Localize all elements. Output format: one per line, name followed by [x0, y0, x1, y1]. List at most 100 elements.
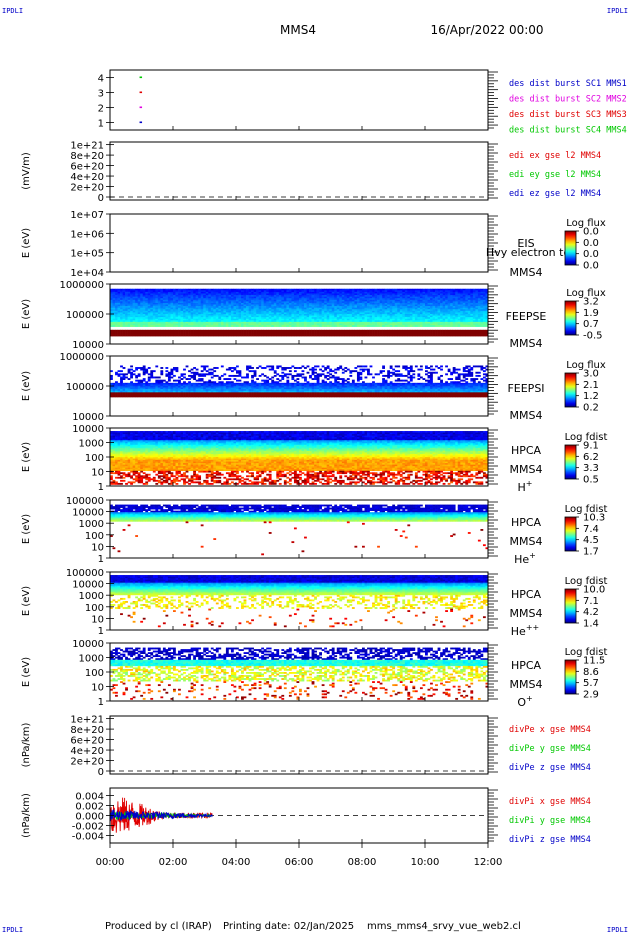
heatmap-cell — [238, 323, 242, 326]
heatmap-cell — [258, 290, 262, 293]
heatmap-cell — [236, 329, 239, 332]
heatmap-cell — [334, 309, 338, 312]
heatmap-cell — [407, 334, 411, 337]
legend-entry: des dist burst SC4 MMS4 — [509, 126, 627, 136]
heatmap-cell — [210, 290, 214, 293]
heatmap-cell — [142, 379, 146, 382]
heatmap-cell — [394, 312, 398, 315]
heatmap-cell — [200, 395, 204, 398]
heatmap-cell — [276, 312, 280, 315]
heatmap-cell — [382, 296, 385, 299]
heatmap-cell — [147, 312, 151, 315]
heatmap-cell — [248, 323, 252, 326]
heatmap-cell — [190, 296, 194, 299]
heatmap-cell — [228, 320, 232, 323]
heatmap-cell — [377, 288, 380, 291]
heatmap-cell — [304, 321, 307, 324]
heatmap-cell — [248, 321, 252, 324]
heatmap-cell — [125, 320, 128, 323]
heatmap-cell — [170, 318, 174, 321]
heatmap-cell — [215, 331, 219, 334]
heatmap-cell — [110, 295, 113, 297]
heatmap-cell — [160, 309, 164, 312]
heatmap-cell — [293, 315, 297, 318]
heatmap-cell — [309, 293, 312, 296]
heatmap-cell — [220, 331, 224, 334]
heatmap-cell — [142, 329, 146, 332]
heatmap-cell — [417, 334, 421, 337]
heatmap-cell — [367, 325, 370, 327]
heatmap-cell — [215, 296, 219, 299]
heatmap-cell — [309, 299, 312, 302]
heatmap-cell — [233, 310, 237, 313]
heatmap-cell — [208, 331, 212, 334]
heatmap-cell — [356, 310, 360, 313]
heatmap-cell — [387, 306, 391, 308]
heatmap-cell — [329, 331, 333, 334]
heatmap-cell — [223, 332, 227, 335]
heatmap-cell — [132, 314, 136, 316]
heatmap-cell — [331, 299, 335, 302]
heatmap-cell — [175, 293, 179, 296]
heatmap-cell — [220, 318, 224, 321]
heatmap-cell — [256, 307, 259, 310]
heatmap-cell — [157, 395, 161, 398]
heatmap-cell — [286, 325, 290, 327]
heatmap-cell — [450, 334, 454, 337]
heatmap-cell — [293, 307, 297, 310]
heatmap-cell — [225, 331, 229, 334]
heatmap-cell — [157, 306, 161, 308]
heatmap-cell — [228, 288, 232, 291]
heatmap-cell — [132, 329, 136, 332]
heatmap-cell — [115, 293, 118, 296]
heatmap-cell — [188, 378, 191, 380]
heatmap-cell — [296, 301, 300, 304]
heatmap-cell — [220, 310, 224, 313]
heatmap-cell — [309, 329, 312, 332]
heatmap-cell — [286, 291, 290, 294]
heatmap-cell — [180, 293, 184, 296]
heatmap-cell — [256, 312, 259, 315]
heatmap-cell — [228, 307, 232, 310]
heatmap-cell — [291, 317, 295, 320]
heatmap-cell — [155, 306, 159, 308]
heatmap-cell — [173, 368, 176, 371]
footer-filename: mms_mms4_srvy_vue_web2.cl — [367, 921, 521, 932]
heatmap-cell — [137, 374, 141, 377]
heatmap-cell — [127, 395, 131, 398]
heatmap-cell — [125, 293, 128, 296]
heatmap-cell — [389, 299, 393, 302]
heatmap-cell — [248, 331, 252, 334]
heatmap-cell — [208, 291, 212, 294]
heatmap-cell — [316, 309, 320, 312]
heatmap-cell — [311, 309, 315, 312]
heatmap-cell — [397, 307, 401, 310]
heatmap-cell — [243, 331, 247, 334]
heatmap-cell — [243, 318, 247, 321]
heatmap-cell — [288, 321, 292, 324]
heatmap-cell — [283, 293, 287, 296]
heatmap-cell — [339, 323, 343, 326]
heatmap-cell — [165, 291, 169, 294]
heatmap-cell — [215, 288, 219, 291]
heatmap-cell — [215, 325, 219, 327]
heatmap-cell — [377, 317, 380, 320]
heatmap-cell — [183, 304, 186, 307]
heatmap-cell — [178, 331, 181, 334]
heatmap-cell — [377, 290, 380, 293]
heatmap-cell — [364, 296, 368, 299]
heatmap-cell — [205, 293, 209, 296]
heatmap-cell — [190, 298, 194, 301]
heatmap-cell — [379, 307, 383, 310]
heatmap-cell — [115, 331, 118, 334]
heatmap-cell — [137, 323, 141, 326]
heatmap-cell — [336, 304, 340, 307]
heatmap-cell — [117, 320, 121, 323]
heatmap-cell — [220, 323, 224, 326]
heatmap-cell — [253, 315, 257, 318]
heatmap-cell — [372, 302, 375, 305]
heatmap-cell — [130, 321, 133, 324]
heatmap-cell — [256, 332, 259, 335]
heatmap-cell — [316, 291, 320, 294]
heatmap-cell — [200, 370, 204, 373]
